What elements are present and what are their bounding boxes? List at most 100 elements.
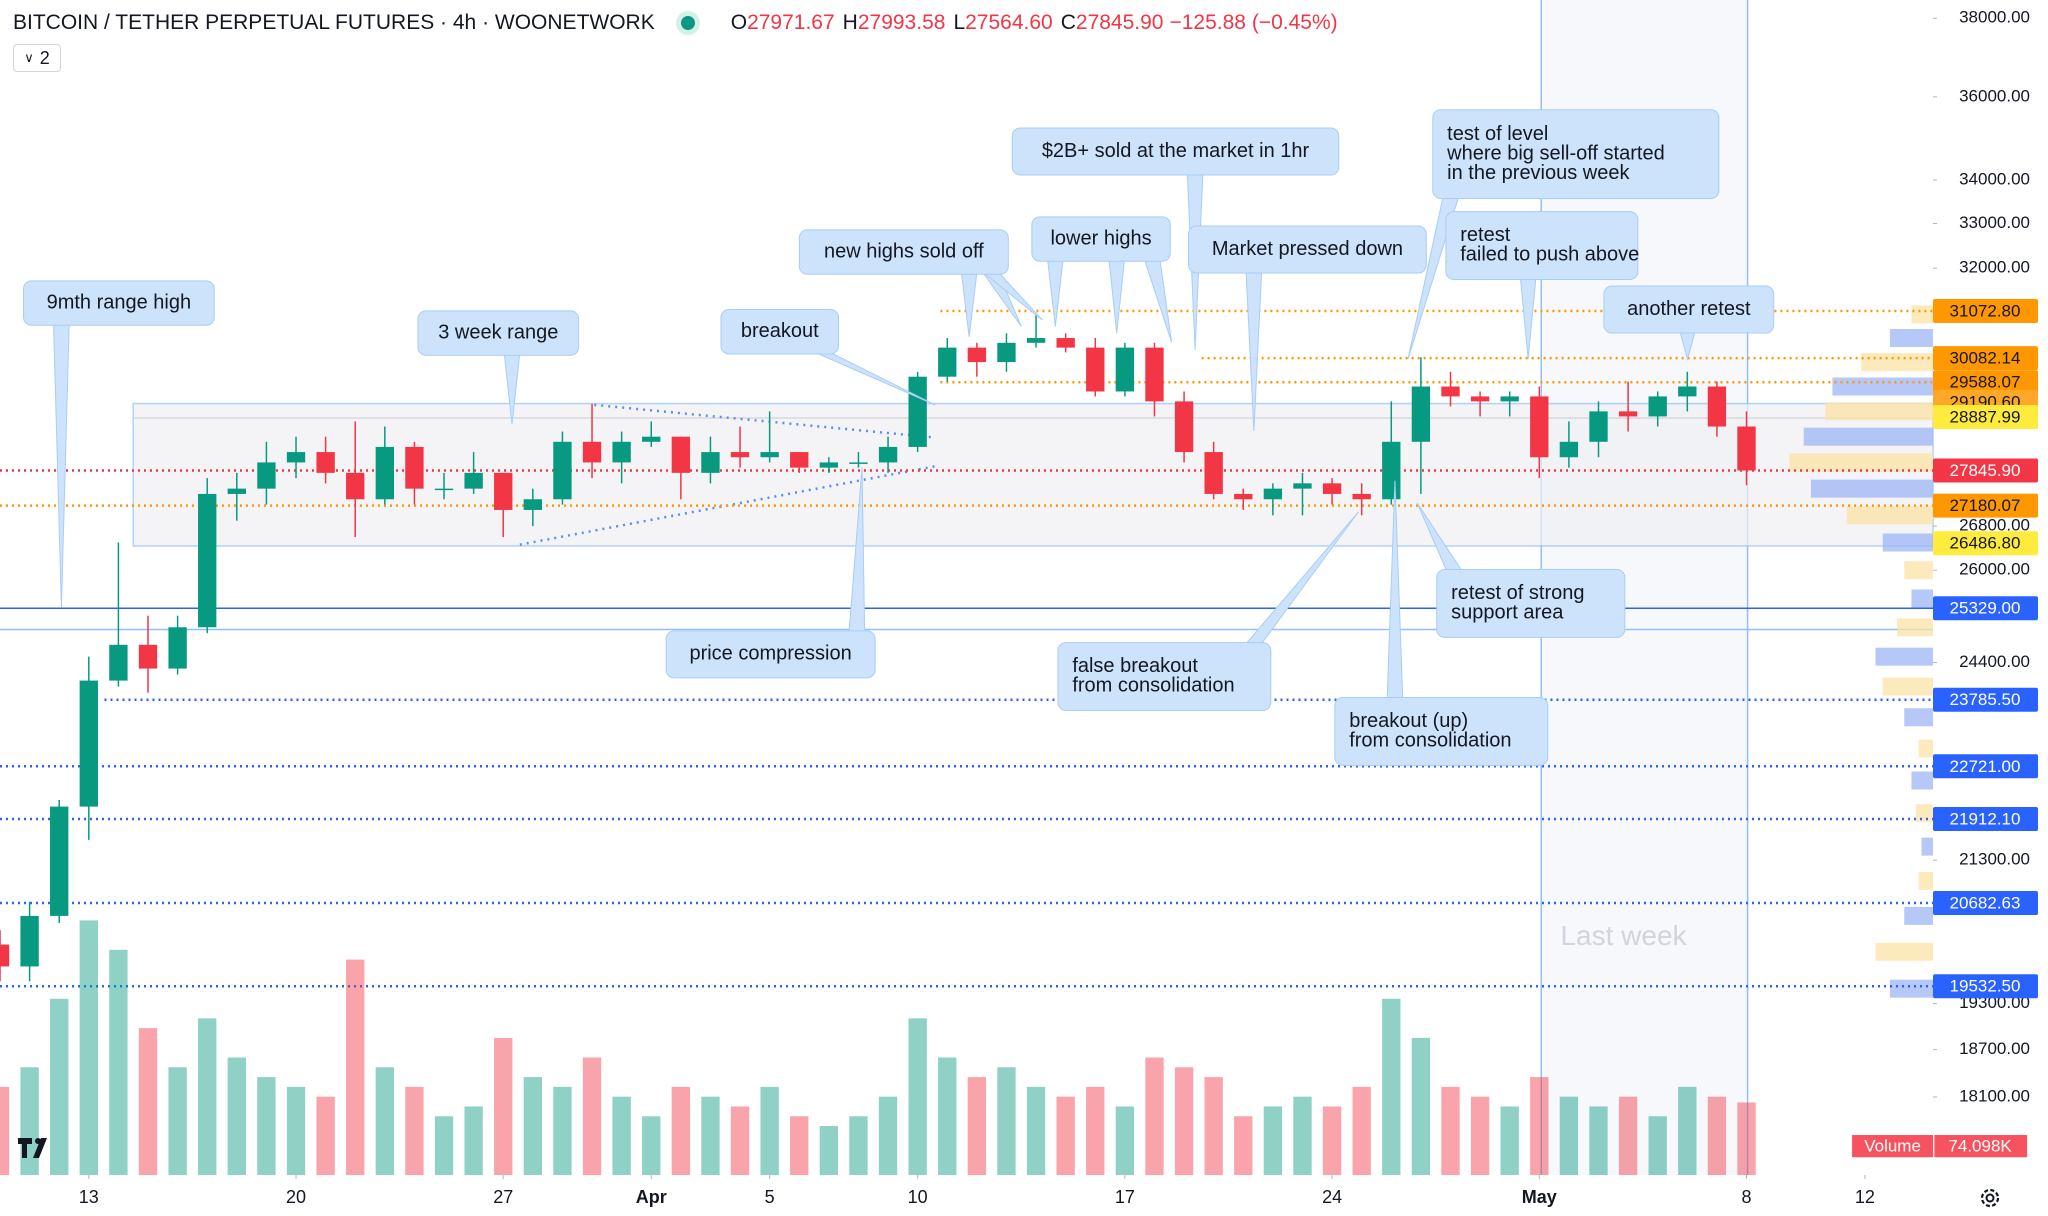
x-tick-label: 8 [1742,1187,1752,1207]
candle-body [1026,338,1046,343]
price-level-label: 30082.14 [1950,349,2021,368]
y-tick-label: 24400.00 [1959,652,2030,671]
candle-body [1411,386,1431,442]
y-tick-label: 36000.00 [1959,86,2030,105]
y-tick-label: 21300.00 [1959,850,2030,869]
volume-profile-bar [1904,708,1933,727]
callout-box [1334,696,1549,766]
indicator-toggle[interactable]: ∨ 2 [13,44,61,72]
x-tick-label: 13 [79,1187,99,1207]
y-tick-label: 38000.00 [1959,8,2030,27]
volume-bar [0,1086,10,1175]
y-tick-label: 18700.00 [1959,1039,2030,1058]
candle-body [1707,386,1727,427]
price-level-badge [1933,891,2038,916]
volume-profile-bar [1889,329,1933,348]
volume-bar [612,1096,631,1175]
volume-bar [20,1067,39,1175]
callout-pointer [53,322,70,608]
candle-body [257,462,276,489]
callout-text: retest of strong [1451,582,1584,604]
candle-body [730,452,750,458]
volume-profile-bar [1875,647,1933,666]
callout-box [720,309,840,355]
price-level-label: 25329.00 [1950,599,2021,618]
y-tick-label: 26000.00 [1959,560,2030,579]
candle-body [286,452,306,463]
price-level-badge [1933,298,2038,323]
callout-text: test of level [1447,123,1548,145]
volume-bar [1382,998,1401,1175]
y-tick-label: 34000.00 [1959,170,2030,189]
price-level-label: 23785.50 [1950,690,2021,709]
candle-body [1500,396,1519,402]
volume-value: 74.098K [1948,1136,2012,1155]
x-tick-label: Apr [636,1187,667,1207]
volume-bar [1589,1106,1608,1175]
candle-body [849,462,868,464]
candle-body [612,441,631,463]
volume-bar [1500,1106,1519,1175]
candle-body [109,644,128,681]
price-level-label: 21912.10 [1950,810,2021,829]
volume-bar [1737,1102,1756,1175]
volume-bar [1411,1037,1431,1175]
volume-layer [0,920,1756,1175]
volume-bar [878,1096,898,1175]
candle-body [198,493,217,628]
candle-body [1441,386,1460,397]
range-box [132,402,1934,547]
volume-bar [1263,1106,1283,1175]
candle-body [1263,488,1283,500]
callout-box [417,310,580,356]
callout-pointer [1108,258,1126,334]
callout-box [1011,127,1340,176]
candle-body [671,436,691,473]
volume-bar [997,1067,1016,1175]
ohlc-values: O27971.67 H27993.58 L27564.60 C27845.90 [723,11,1164,35]
volume-profile-bar [1825,402,1933,421]
x-tick-label: 24 [1322,1187,1342,1207]
candle-body [642,436,661,442]
price-level-label: 29588.07 [1950,373,2021,392]
callout-text: 3 week range [438,321,558,343]
volume-bar [938,1057,957,1175]
candle-body [1678,386,1697,397]
chart-title: BITCOIN / TETHER PERPETUAL FUTURES · 4h … [13,11,655,34]
x-tick-label: 20 [286,1187,306,1207]
settings-icon[interactable] [1980,1188,2000,1208]
volume-profile-bar [1918,871,1933,890]
price-level-badge [1933,807,2038,832]
candle-body [316,452,335,473]
volume-bar [1174,1067,1194,1175]
status-dot [680,16,695,30]
volume-bar [79,920,98,1175]
ann-layer: 9mth range high 3 week range breakout new h… [23,109,1775,766]
volume-profile-bar [1921,837,1933,856]
candle-body [760,452,779,458]
candle-body [1737,426,1756,471]
candle-body [1382,441,1401,500]
candle-body [494,472,513,510]
candle-body [0,944,10,967]
callout-box [798,229,1009,275]
volume-profile-bar [1789,453,1933,472]
candle-body [79,680,98,807]
price-level-badge [1933,974,2038,999]
callout-box [1603,285,1775,334]
volume-bar [1648,1116,1667,1175]
volume-bar [109,949,128,1175]
candle-body [790,452,809,468]
callout-text: another retest [1627,298,1751,320]
volume-profile-bar [1911,771,1933,790]
volume-profile-bar [1918,739,1933,758]
candle-body [1204,452,1223,494]
axis-layer: 38000.00 36000.00 34000.00 33000.00 32000.00… [79,8,2038,1207]
ohlc-value: 27971.67 [747,11,835,34]
price-level-badge [1933,754,2038,779]
callout-text: support area [1451,602,1564,624]
volume-profile-bar [1861,353,1933,372]
volume-bar [257,1077,276,1175]
volume-bar [967,1077,987,1175]
candle-body [819,462,839,468]
